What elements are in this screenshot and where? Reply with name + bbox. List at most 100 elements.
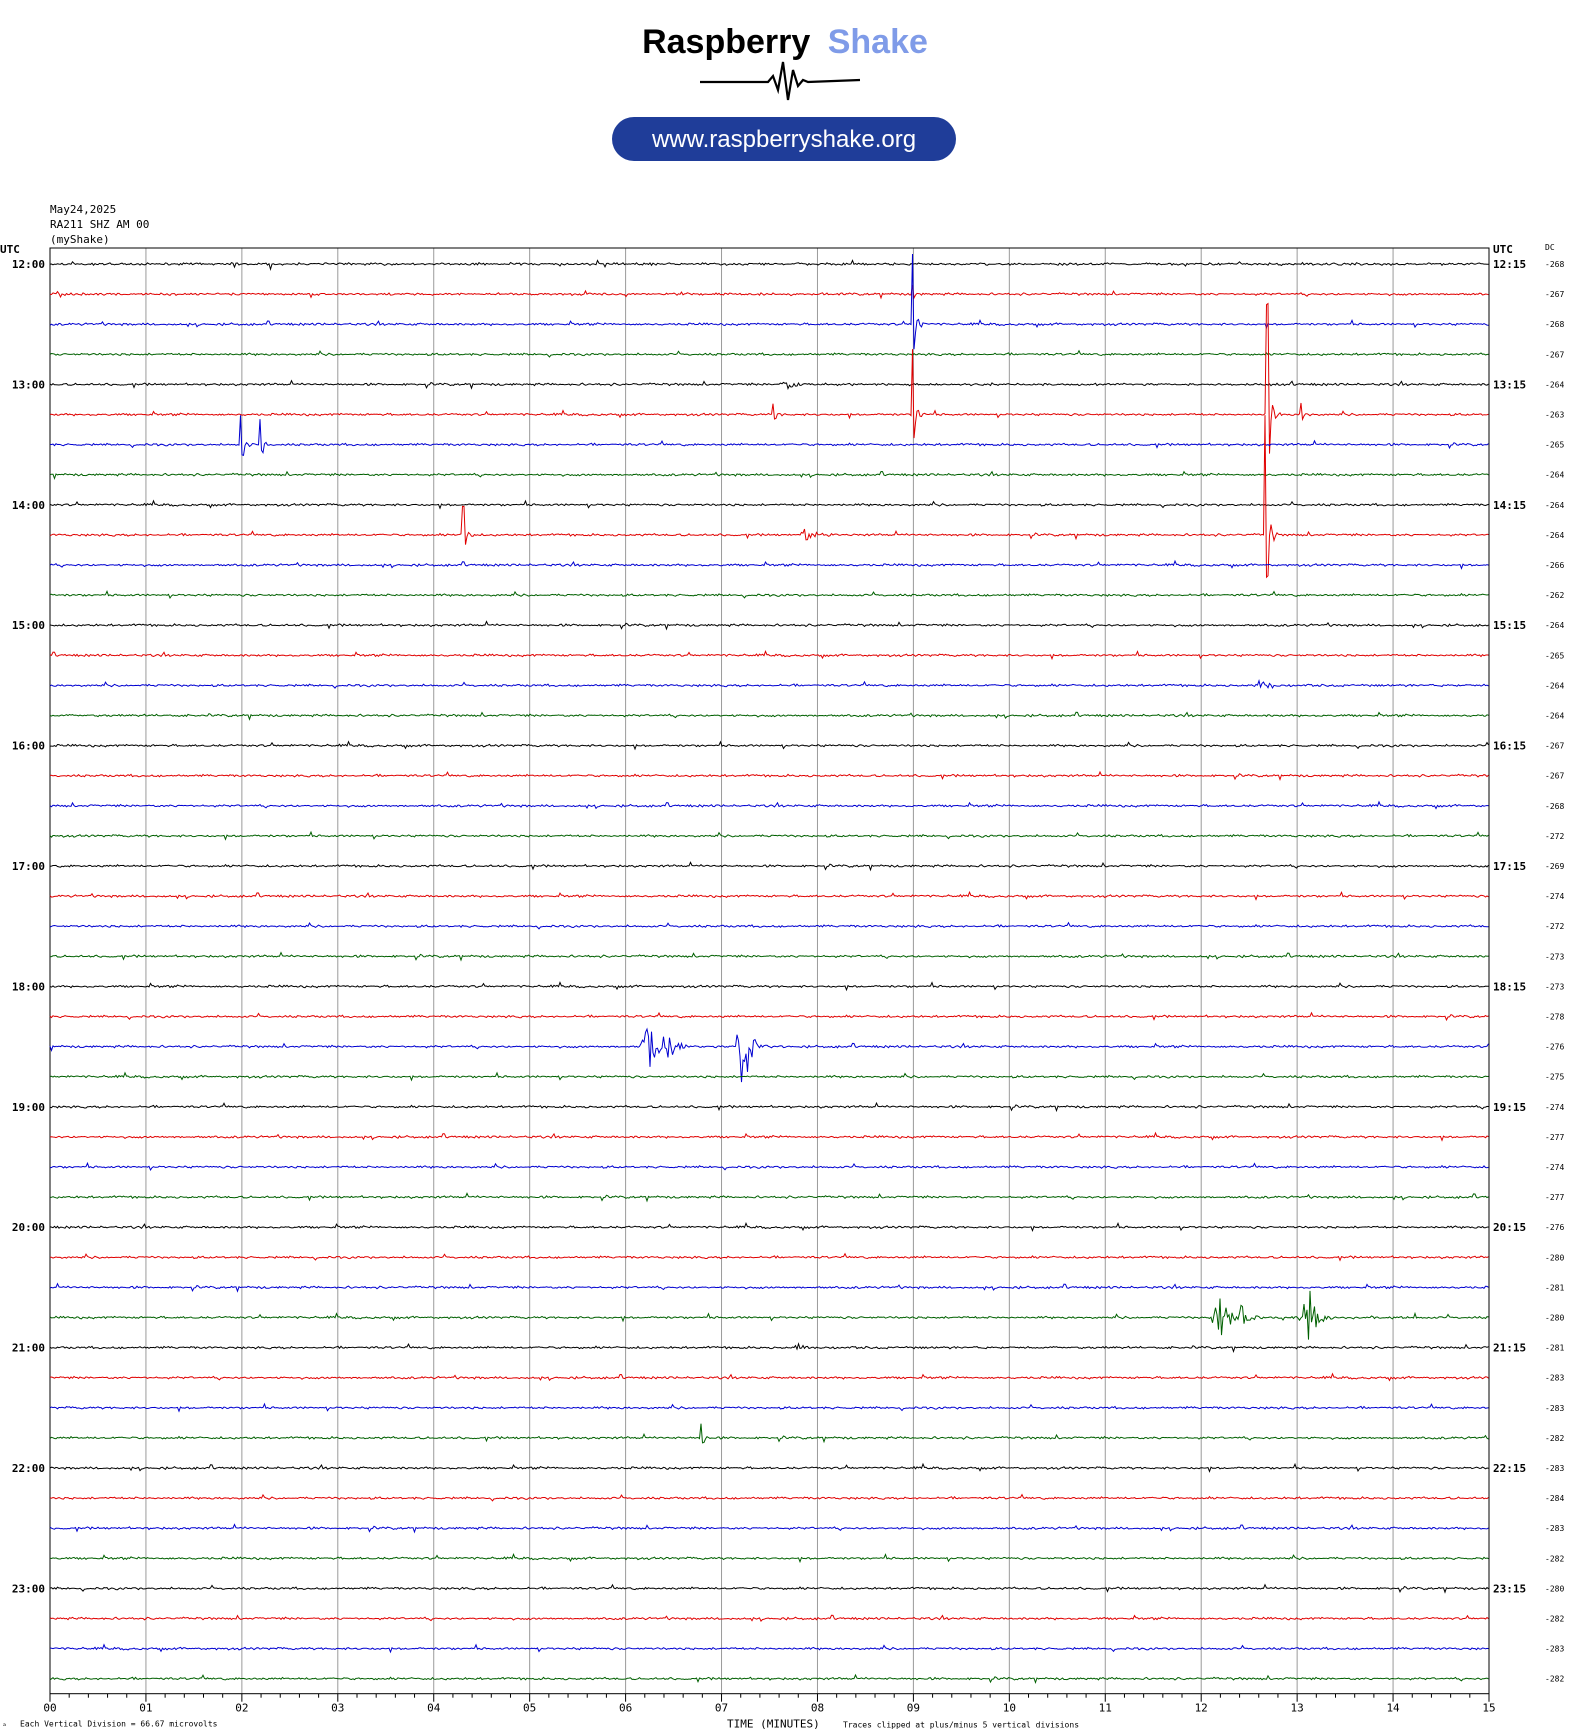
row-dc-offset: -267 bbox=[1545, 290, 1564, 299]
row-dc-offset: -283 bbox=[1545, 1404, 1564, 1413]
row-dc-offset: -273 bbox=[1545, 982, 1564, 991]
seismic-trace-row bbox=[49, 1011, 1489, 1022]
row-dc-offset: -268 bbox=[1545, 260, 1564, 269]
seismic-trace-row bbox=[49, 1523, 1489, 1534]
row-end-time: 12:15 bbox=[1493, 258, 1526, 271]
row-start-time: 19:00 bbox=[12, 1101, 45, 1114]
seismic-trace-row bbox=[49, 981, 1489, 992]
seismic-trace-row bbox=[49, 1643, 1489, 1654]
row-end-time: 20:15 bbox=[1493, 1221, 1526, 1234]
seismic-trace-row bbox=[49, 284, 1489, 300]
row-dc-offset: -267 bbox=[1545, 772, 1564, 781]
helicorder-plot: 12:00 12:15 -268 -267 -268 -267 13:00 13:15 -264… bbox=[0, 243, 1565, 1731]
row-dc-offset: -268 bbox=[1545, 802, 1564, 811]
row-dc-offset: -262 bbox=[1545, 591, 1564, 600]
x-tick-label: 09 bbox=[907, 1702, 920, 1715]
row-dc-offset: -280 bbox=[1545, 1584, 1564, 1593]
website-link-button[interactable] bbox=[612, 117, 956, 161]
right-axis-title: UTC bbox=[1493, 243, 1513, 256]
row-start-time: 13:00 bbox=[12, 378, 45, 391]
seismic-trace-row bbox=[49, 1402, 1489, 1413]
row-dc-offset: -276 bbox=[1545, 1223, 1564, 1232]
row-dc-offset: -264 bbox=[1545, 531, 1564, 540]
row-end-time: 14:15 bbox=[1493, 499, 1526, 512]
brand-name-part1: Raspberry bbox=[642, 23, 810, 61]
row-dc-offset: -281 bbox=[1545, 1344, 1564, 1353]
row-dc-offset: -264 bbox=[1545, 501, 1564, 510]
seismic-trace-row bbox=[49, 470, 1489, 481]
row-dc-offset: -264 bbox=[1545, 712, 1564, 721]
x-axis-ticks: 00 01 02 03 04 05 06 07 08 09 10 11 12 13 14 15 bbox=[43, 1693, 1496, 1715]
row-dc-offset: -274 bbox=[1545, 1163, 1564, 1172]
seismic-trace-row bbox=[49, 1101, 1489, 1113]
row-dc-offset: -264 bbox=[1545, 380, 1564, 389]
website-link-text: www.raspberryshake.org bbox=[651, 126, 916, 153]
x-tick-label: 06 bbox=[619, 1702, 632, 1715]
row-end-time: 13:15 bbox=[1493, 378, 1526, 391]
row-start-time: 16:00 bbox=[12, 740, 45, 753]
row-dc-offset: -282 bbox=[1545, 1554, 1564, 1563]
row-end-time: 22:15 bbox=[1493, 1462, 1526, 1475]
seismic-trace-row bbox=[50, 415, 1489, 457]
row-start-time: 17:00 bbox=[12, 860, 45, 873]
footer-mark: ᵃ bbox=[2, 1722, 7, 1731]
row-dc-offset: -284 bbox=[1545, 1494, 1564, 1503]
x-tick-label: 15 bbox=[1482, 1702, 1495, 1715]
brand-name: Raspberry Shake bbox=[642, 23, 928, 61]
row-start-time: 20:00 bbox=[12, 1221, 45, 1234]
row-start-time: 18:00 bbox=[12, 980, 45, 993]
seismic-trace-row bbox=[49, 679, 1489, 690]
x-axis-label: TIME (MINUTES) bbox=[727, 1718, 820, 1731]
seismic-traces bbox=[49, 253, 1489, 1685]
seismic-trace-row bbox=[49, 711, 1489, 721]
row-dc-offset: -277 bbox=[1545, 1133, 1564, 1142]
row-start-time: 15:00 bbox=[12, 619, 45, 632]
x-tick-label: 05 bbox=[523, 1702, 536, 1715]
seismic-trace-row bbox=[49, 921, 1489, 930]
row-dc-offset: -264 bbox=[1545, 681, 1564, 690]
row-start-time: 12:00 bbox=[12, 258, 45, 271]
row-start-time: 23:00 bbox=[12, 1582, 45, 1595]
x-tick-label: 12 bbox=[1195, 1702, 1208, 1715]
row-start-time: 22:00 bbox=[12, 1462, 45, 1475]
clip-note: Traces clipped at plus/minus 5 vertical … bbox=[843, 1721, 1079, 1730]
row-dc-offset: -283 bbox=[1545, 1464, 1564, 1473]
station-id: RA211 SHZ AM 00 bbox=[50, 218, 150, 231]
row-dc-offset: -282 bbox=[1545, 1615, 1564, 1624]
seismic-trace-row bbox=[49, 620, 1489, 631]
seismic-trace-row bbox=[49, 259, 1489, 272]
division-scale-note: Each Vertical Division = 66.67 microvolt… bbox=[20, 1720, 218, 1729]
row-dc-offset: -264 bbox=[1545, 471, 1564, 480]
row-dc-offset: -283 bbox=[1545, 1645, 1564, 1654]
row-labels: 12:00 12:15 -268 -267 -268 -267 13:00 13:15 -264… bbox=[12, 258, 1565, 1684]
row-dc-offset: -264 bbox=[1545, 621, 1564, 630]
row-dc-offset: -278 bbox=[1545, 1013, 1564, 1022]
x-tick-label: 04 bbox=[427, 1702, 441, 1715]
seismic-trace-row bbox=[49, 830, 1489, 841]
seismic-trace-row bbox=[49, 379, 1489, 390]
seismic-trace-row bbox=[49, 1423, 1489, 1444]
row-dc-offset: -269 bbox=[1545, 862, 1564, 871]
x-tick-label: 13 bbox=[1291, 1702, 1304, 1715]
seismic-trace-row bbox=[49, 1614, 1489, 1622]
row-dc-offset: -267 bbox=[1545, 350, 1564, 359]
row-dc-offset: -276 bbox=[1545, 1043, 1564, 1052]
seismic-trace-row bbox=[49, 1493, 1489, 1502]
seismic-trace-row bbox=[49, 861, 1489, 872]
seismic-trace-row bbox=[49, 415, 1489, 579]
row-dc-offset: -277 bbox=[1545, 1193, 1564, 1202]
network-name: (myShake) bbox=[50, 233, 110, 246]
row-end-time: 21:15 bbox=[1493, 1342, 1526, 1355]
row-end-time: 18:15 bbox=[1493, 980, 1526, 993]
x-tick-label: 03 bbox=[331, 1702, 344, 1715]
left-axis-title: UTC bbox=[0, 243, 20, 256]
row-dc-offset: -282 bbox=[1545, 1675, 1564, 1684]
x-tick-label: 14 bbox=[1386, 1702, 1400, 1715]
row-dc-offset: -280 bbox=[1545, 1253, 1564, 1262]
row-end-time: 15:15 bbox=[1493, 619, 1526, 632]
time-gridlines bbox=[145, 248, 1394, 1694]
seismic-trace-row bbox=[49, 349, 1489, 358]
seismic-trace-row bbox=[49, 1553, 1489, 1564]
seismic-trace-row bbox=[49, 253, 1489, 350]
seismic-trace-row bbox=[49, 1071, 1489, 1082]
